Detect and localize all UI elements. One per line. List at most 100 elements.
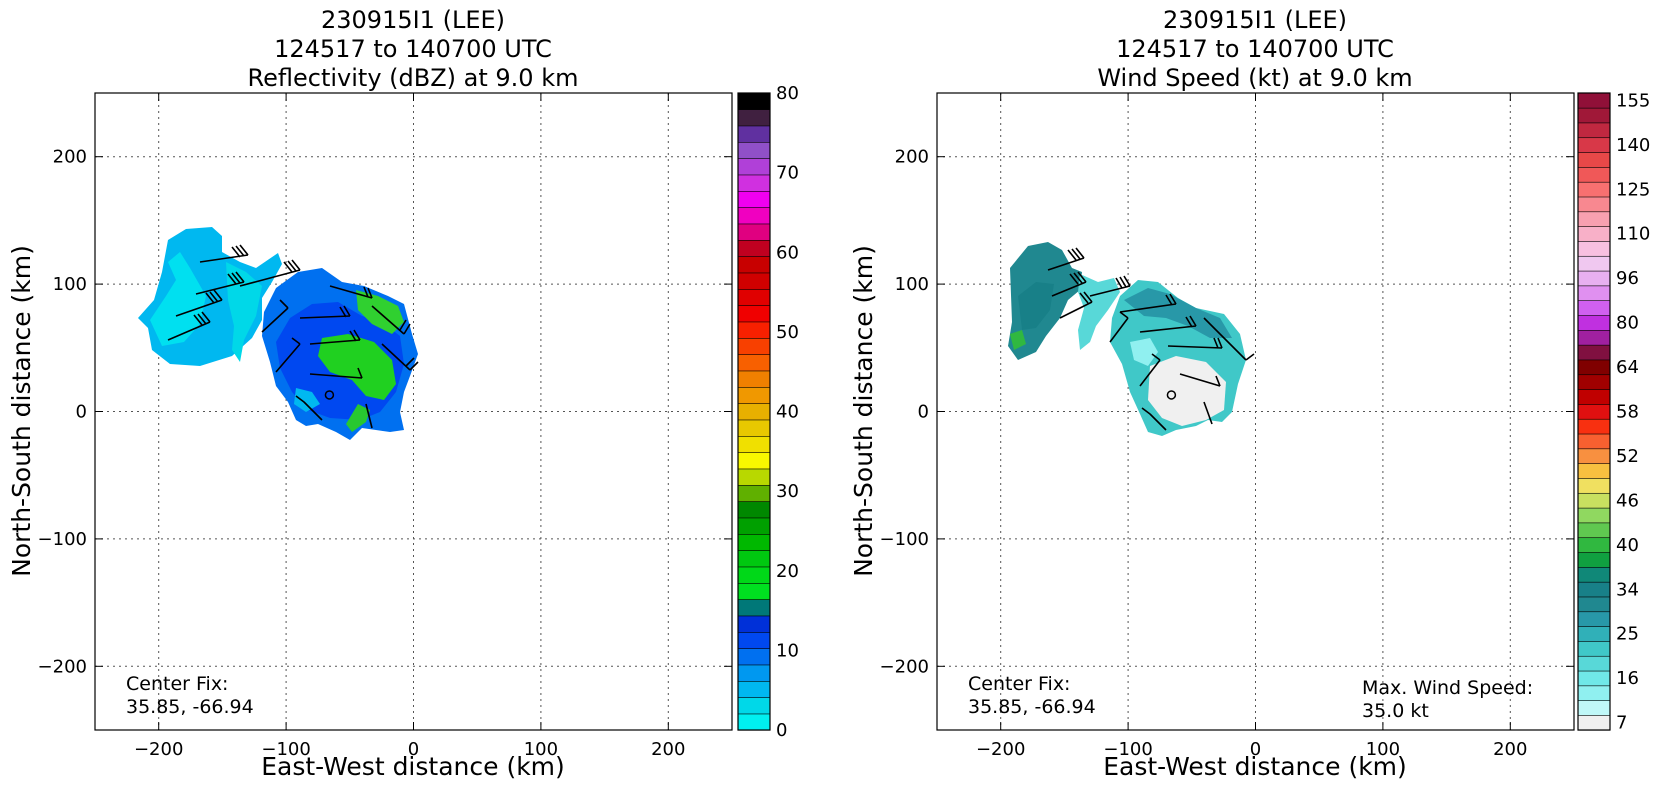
reflectivity-panel: 230915I1 (LEE) 124517 to 140700 UTC Refl… [7,6,799,781]
colorbar-swatch [1577,122,1611,139]
colorbar-swatch [1577,240,1611,257]
colorbar-frame [737,92,771,731]
y-tick-label: 100 [53,274,87,295]
wind-colorbar [1577,92,1611,731]
y-tick-label: 0 [918,402,929,423]
colorbar-swatch [1577,107,1611,124]
colorbar-swatch [737,452,771,470]
y-tick-label: 200 [53,147,87,168]
colorbar-swatch [737,288,771,306]
x-tick-label: −100 [1103,739,1152,760]
colorbar-tick-label: 125 [1616,179,1650,200]
colorbar-swatch [737,158,771,176]
colorbar-swatch [1577,685,1611,701]
colorbar-swatch [1577,226,1611,242]
y-tick-label: 200 [895,147,929,168]
colorbar-swatch [1577,300,1611,316]
colorbar-tick-label: 96 [1616,268,1639,289]
x-tick-label: 100 [524,739,558,760]
colorbar-swatch [1577,344,1611,361]
colorbar-swatch [1577,211,1611,227]
colorbar-swatch [1577,507,1611,524]
echo-light-sw [294,388,320,412]
reflectivity-title-line-2: 124517 to 140700 UTC [274,35,552,63]
colorbar-tick-label: 110 [1616,224,1650,245]
colorbar-swatch [1577,181,1611,198]
max-wind-speed-label: Max. Wind Speed: [1362,677,1533,699]
y-tick-label: −200 [38,656,87,677]
colorbar-tick-label: 58 [1616,402,1639,423]
echo-high-south [346,404,370,432]
colorbar-swatch [1577,596,1611,613]
colorbar-swatch [737,272,771,290]
colorbar-swatch [737,125,771,143]
colorbar-swatch [737,223,771,241]
colorbar-tick-label: 64 [1616,357,1639,378]
x-tick-label: 200 [1493,739,1527,760]
colorbar-tick-label: 50 [776,322,799,343]
y-tick-label: −200 [880,656,929,677]
max-wind-speed-value: 35.0 kt [1362,700,1429,722]
y-tick-label: −100 [38,529,87,550]
colorbar-frame [1577,92,1611,731]
colorbar-swatch [737,713,771,731]
wind-title-line-3: Wind Speed (kt) at 9.0 km [1097,64,1412,92]
colorbar-swatch [1577,522,1611,539]
colorbar-swatch [1577,581,1611,598]
colorbar-swatch [737,631,771,649]
wind-band-middle [1078,274,1120,350]
colorbar-swatch [737,174,771,192]
colorbar-tick-label: 25 [1616,624,1639,645]
wind-core-north [1124,288,1232,338]
colorbar-swatch [1577,92,1611,109]
reflectivity-center-marker [324,390,335,400]
reflectivity-axes: −200 −100 0 100 200 −200 −100 0 100 200 [38,93,732,760]
y-tick-label: 0 [76,402,87,423]
colorbar-swatch [1577,492,1611,509]
wind-center-fix-value: 35.85, -66.94 [968,696,1096,718]
colorbar-swatch [1577,463,1611,479]
wind-title-line-2: 124517 to 140700 UTC [1116,35,1394,63]
wind-title-line-1: 230915I1 (LEE) [1163,6,1347,34]
wind-xlabel: East-West distance (km) [1103,752,1407,781]
colorbar-swatch [1577,314,1611,331]
colorbar-swatch [737,582,771,600]
wind-axes: −200 −100 0 100 200 −200 −100 0 100 200 [880,93,1574,760]
colorbar-swatch [737,141,771,159]
colorbar-tick-label: 80 [776,83,799,104]
colorbar-swatch [1577,418,1611,435]
colorbar-swatch [737,533,771,551]
reflectivity-title-line-1: 230915I1 (LEE) [321,6,505,34]
wind-light-patch [1130,338,1158,366]
wind-ylabel: North-South distance (km) [849,245,878,577]
colorbar-tick-label: 0 [776,720,787,741]
wind-colorbar-ticks: 7 16 25 34 40 46 52 58 64 80 96 110 125 140 155 [1616,90,1650,733]
colorbar-tick-label: 40 [1616,535,1639,556]
colorbar-swatch [1577,137,1611,153]
colorbar-swatch [737,207,771,225]
colorbar-swatch [737,190,771,208]
colorbar-swatch [1577,700,1611,716]
colorbar-swatch [737,337,771,355]
colorbar-tick-label: 46 [1616,490,1639,511]
colorbar-swatch [737,484,771,502]
wind-band-west-dark [1018,282,1054,330]
wind-grid [937,93,1574,730]
x-tick-label: −100 [261,739,310,760]
colorbar-swatch [737,697,771,715]
echo-band-middle [226,262,262,362]
colorbar-swatch [737,92,771,110]
colorbar-swatch [737,109,771,127]
x-tick-label: 100 [1366,739,1400,760]
colorbar-tick-label: 34 [1616,579,1639,600]
colorbar-tick-label: 80 [1616,313,1639,334]
colorbar-swatch [1577,151,1611,168]
colorbar-tick-label: 52 [1616,446,1639,467]
colorbar-swatch [737,599,771,617]
colorbar-swatch [1577,403,1611,420]
colorbar-swatch [1577,670,1611,687]
reflectivity-colorbar [737,92,771,731]
reflectivity-title-line-3: Reflectivity (dBZ) at 9.0 km [248,64,579,92]
colorbar-swatch [1577,537,1611,553]
